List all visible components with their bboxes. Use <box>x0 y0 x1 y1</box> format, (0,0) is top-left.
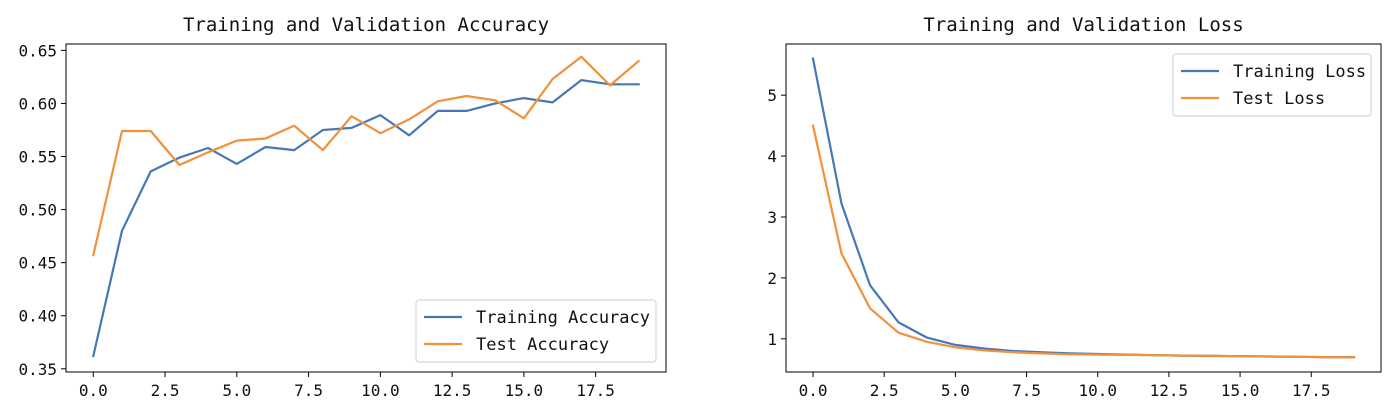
chart-1-legend-label-1: Training Accuracy <box>476 308 650 328</box>
chart-2-legend-label-2: Test Loss <box>1233 89 1325 109</box>
chart-2-x-tick-label: 7.5 <box>1012 381 1041 400</box>
chart-2-x-tick-label: 5.0 <box>941 381 970 400</box>
chart-2-x-tick-label: 15.0 <box>1221 381 1260 400</box>
chart-1-legend-box <box>415 299 657 363</box>
chart-1-x-tick-label: 2.5 <box>151 381 180 400</box>
chart-1-x-tick-label: 12.5 <box>433 381 472 400</box>
chart-2-y-tick-label: 3 <box>767 208 777 227</box>
chart-2-series-line-2 <box>811 124 1356 359</box>
chart-1-x-tick-label: 5.0 <box>222 381 251 400</box>
chart-1-y-tick-label: 0.50 <box>18 201 57 220</box>
chart-1-y-tick-label: 0.55 <box>18 148 57 167</box>
chart-1-legend-label-2: Test Accuracy <box>476 335 609 355</box>
chart-2-y-tick-label: 2 <box>767 269 777 288</box>
chart-2-y-tick-label: 1 <box>767 330 777 349</box>
chart-2-x-tick-label: 12.5 <box>1150 381 1189 400</box>
chart-1-y-tick-label: 0.65 <box>18 41 57 60</box>
chart-1-x-tick-label: 7.5 <box>294 381 323 400</box>
chart-2-group: Training and Validation Loss 0.0 2.5 5.0 7.5… <box>767 14 1382 400</box>
chart-2-legend-label-1: Training Loss <box>1233 62 1366 82</box>
chart-1-y-tick-label: 0.35 <box>18 360 57 379</box>
chart-2-title: Training and Validation Loss <box>923 14 1243 36</box>
chart-1-title: Training and Validation Accuracy <box>183 14 549 36</box>
chart-2-x-tick-label: 17.5 <box>1292 381 1331 400</box>
chart-2-x-tick-label: 0.0 <box>799 381 828 400</box>
chart-1-y-tick-label: 0.40 <box>18 307 57 326</box>
chart-2-x-tick-label: 10.0 <box>1078 381 1117 400</box>
chart-2-legend-box <box>1172 53 1372 117</box>
chart-1-x-tick-label: 0.0 <box>79 381 108 400</box>
chart-1-legend: Training Accuracy Test Accuracy <box>415 299 657 363</box>
chart-1-axes-frame <box>65 43 667 373</box>
chart-1-y-tick-label: 0.60 <box>18 94 57 113</box>
chart-1-group: Training and Validation Accuracy 0.0 2.5 5.… <box>18 14 667 400</box>
chart-1-x-tick-label: 10.0 <box>361 381 400 400</box>
chart-2-x-tick-label: 2.5 <box>870 381 899 400</box>
chart-1-y-tick-label: 0.45 <box>18 254 57 273</box>
chart-2-y-tick-label: 5 <box>767 86 777 105</box>
chart-1-x-tick-label: 17.5 <box>576 381 615 400</box>
chart-2-legend: Training Loss Test Loss <box>1172 53 1372 117</box>
chart-2-axes-frame <box>785 43 1382 373</box>
chart-1-series-line-1 <box>91 78 640 358</box>
chart-1-x-tick-label: 15.0 <box>505 381 544 400</box>
chart-1-series-line-2 <box>91 55 641 257</box>
chart-2-y-tick-label: 4 <box>767 147 777 166</box>
